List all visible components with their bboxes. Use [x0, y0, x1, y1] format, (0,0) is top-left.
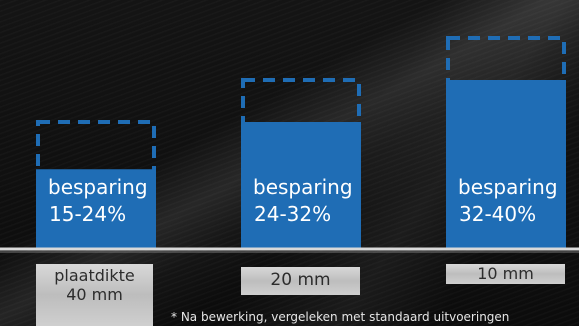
- min-savings-bar: [446, 80, 566, 248]
- category-tag-line2: 40 mm: [66, 285, 123, 304]
- bar-labels: besparing 15-24% besparing 24-32% besparing 3…: [48, 175, 558, 226]
- bar-label-line2: 32-40%: [459, 202, 536, 226]
- bar-label-line1: besparing: [253, 175, 353, 199]
- min-savings-bar: [241, 122, 361, 248]
- bar-label-line1: besparing: [48, 175, 148, 199]
- category-tag-line1: plaatdikte: [54, 266, 135, 285]
- min-savings-bar: [36, 169, 156, 248]
- bar-label-line2: 24-32%: [254, 202, 331, 226]
- category-tag-40mm: plaatdikte 40 mm: [36, 264, 153, 326]
- bar-label-line1: besparing: [458, 175, 558, 199]
- min-savings-bars: [36, 80, 566, 248]
- category-tag-20mm: 20 mm: [241, 267, 360, 295]
- category-tag-10mm: 10 mm: [446, 264, 565, 284]
- category-tag-line1: 20 mm: [270, 270, 331, 290]
- footnote: * Na bewerking, vergeleken met standaard…: [171, 310, 510, 324]
- category-tag-line1: 10 mm: [477, 264, 534, 283]
- bar-label-line2: 15-24%: [49, 202, 126, 226]
